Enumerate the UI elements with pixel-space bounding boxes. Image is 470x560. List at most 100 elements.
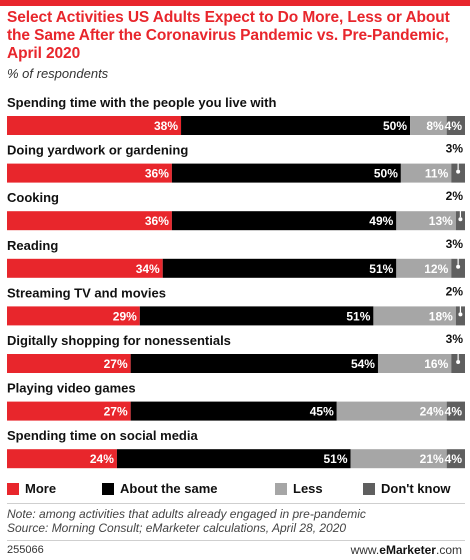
bar-segment — [446, 116, 465, 135]
legend-label-more: More — [25, 481, 57, 496]
bar-segment — [7, 116, 182, 135]
bar-segment — [7, 401, 131, 421]
data-label: 51% — [369, 262, 393, 276]
category-label: Cooking — [7, 190, 59, 205]
category-label: Digitally shopping for nonessentials — [7, 333, 231, 348]
bar-segment — [373, 306, 456, 326]
data-label: 18% — [429, 309, 453, 323]
data-label: 2% — [446, 189, 464, 203]
data-label: 21% — [420, 452, 444, 466]
leader-dot — [458, 312, 463, 317]
data-label: 50% — [383, 119, 407, 133]
bar-segment — [130, 354, 378, 373]
bar-segment — [350, 449, 447, 469]
legend-swatch-about-the-same — [102, 482, 114, 495]
bar-segment — [7, 449, 117, 469]
bar-segment — [396, 211, 456, 231]
legend-item-about-the-same: About the same — [102, 481, 218, 496]
bar-segment — [377, 354, 452, 373]
chart-id: 255066 — [7, 544, 44, 556]
data-label: 4% — [445, 119, 463, 133]
bar-segment — [7, 211, 172, 231]
notes: Note: among activities that adults alrea… — [7, 507, 366, 535]
legend-label-about-the-same: About the same — [120, 481, 218, 496]
data-label: 29% — [113, 309, 137, 323]
legend: More About the same Less Don't know — [7, 481, 467, 497]
legend-item-more: More — [7, 481, 56, 496]
leader-dot — [458, 217, 463, 222]
bar-segment — [139, 306, 374, 326]
brand-prefix: www. — [350, 543, 380, 557]
category-label: Reading — [7, 238, 58, 253]
divider — [7, 503, 465, 504]
data-label: 24% — [90, 452, 114, 466]
data-label: 51% — [346, 309, 370, 323]
bar-segment — [446, 449, 465, 469]
source-text: Source: Morning Consult; eMarketer calcu… — [7, 521, 347, 535]
bar-segment — [7, 306, 140, 326]
category-label: Spending time with the people you live w… — [7, 95, 276, 110]
data-label: 16% — [424, 357, 448, 371]
data-label: 49% — [369, 214, 393, 228]
legend-swatch-less — [275, 482, 287, 495]
bar-segment — [181, 116, 411, 135]
data-label: 3% — [446, 142, 464, 156]
bar-segment — [7, 258, 163, 278]
data-label: 27% — [104, 405, 128, 419]
data-label: 34% — [136, 262, 160, 276]
brand-suffix: .com — [435, 543, 462, 557]
data-label: 50% — [374, 167, 398, 181]
leader-dot — [456, 264, 461, 269]
bar-segment — [7, 163, 172, 183]
data-label: 45% — [310, 405, 334, 419]
brand-footer: www.eMarketer.com — [351, 543, 462, 557]
category-label: Spending time on social media — [7, 428, 198, 443]
legend-item-less: Less — [275, 481, 323, 496]
legend-item-dont-know: Don't know — [363, 481, 451, 496]
bar-segment — [336, 401, 447, 421]
bar-segment — [116, 449, 351, 469]
data-label: 54% — [351, 357, 375, 371]
data-label: 36% — [145, 167, 169, 181]
brand-name: Marketer — [385, 543, 436, 557]
data-label: 51% — [323, 452, 347, 466]
chart-subtitle: % of respondents — [7, 66, 109, 81]
bar-segment — [162, 258, 397, 278]
bar-segment — [396, 258, 452, 278]
data-label: 4% — [445, 405, 463, 419]
bar-segment — [400, 163, 452, 183]
data-label: 2% — [446, 284, 464, 298]
brand-e: e — [379, 543, 386, 557]
bar-segment — [130, 401, 337, 421]
data-label: 27% — [104, 357, 128, 371]
stacked-bar-chart: Spending time with the people you live w… — [7, 95, 465, 469]
data-label: 8% — [426, 119, 444, 133]
category-label: Streaming TV and movies — [7, 285, 166, 300]
category-label: Playing video games — [7, 381, 136, 396]
data-label: 3% — [446, 332, 464, 346]
legend-label-dont-know: Don't know — [381, 481, 451, 496]
bar-segment — [446, 401, 465, 421]
data-label: 4% — [445, 452, 463, 466]
bar-segment — [171, 163, 401, 183]
category-label: Doing yardwork or gardening — [7, 143, 188, 158]
data-label: 36% — [145, 214, 169, 228]
divider — [7, 540, 465, 541]
leader-dot — [456, 169, 461, 174]
data-label: 13% — [429, 214, 453, 228]
data-label: 24% — [420, 405, 444, 419]
data-label: 12% — [424, 262, 448, 276]
top-accent-bar — [0, 0, 470, 6]
data-label: 38% — [154, 119, 178, 133]
legend-swatch-dont-know — [363, 482, 375, 495]
data-label: 11% — [425, 167, 449, 181]
leader-dot — [456, 360, 461, 364]
chart-title: Select Activities US Adults Expect to Do… — [7, 9, 450, 62]
legend-swatch-more — [7, 482, 19, 495]
bar-segment — [7, 354, 131, 373]
bar-segment — [410, 116, 447, 135]
legend-label-less: Less — [293, 481, 323, 496]
data-label: 3% — [446, 237, 464, 251]
bar-segment — [171, 211, 397, 231]
note-text: Note: among activities that adults alrea… — [7, 507, 366, 521]
